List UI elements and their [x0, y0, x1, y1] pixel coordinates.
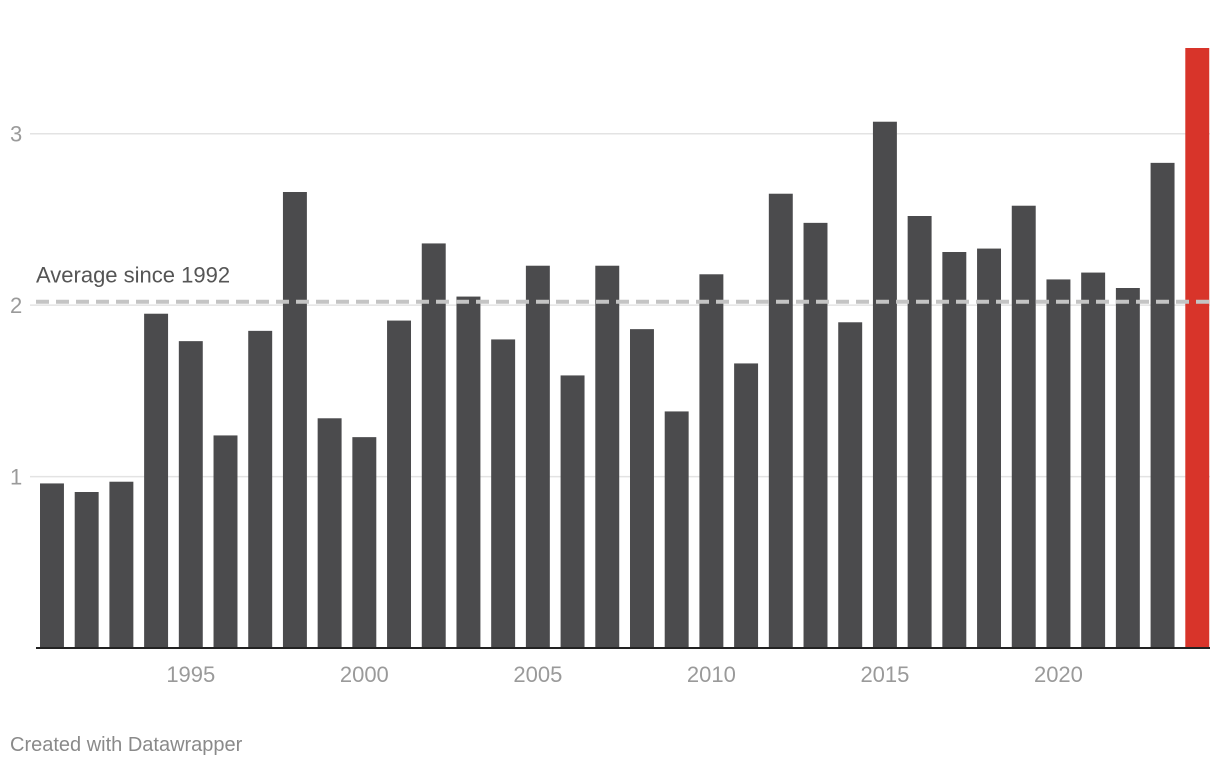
bar-2014: [838, 322, 863, 648]
bar-1998: [282, 192, 307, 648]
bar-2000: [352, 437, 377, 648]
average-label: Average since 1992: [36, 263, 230, 288]
bar-2020: [1046, 279, 1071, 648]
credit-text: Created with Datawrapper: [10, 734, 243, 756]
y-tick-label-2: 2: [10, 293, 22, 318]
y-tick-label-3: 3: [10, 122, 22, 147]
bar-2002: [421, 243, 446, 648]
bar-1995: [178, 341, 203, 648]
x-tick-label-2005: 2005: [513, 662, 562, 687]
bar-2011: [734, 363, 759, 648]
bar-1991: [40, 483, 64, 648]
bar-2023: [1150, 162, 1175, 648]
bar-2013: [803, 222, 828, 648]
bar-2015: [872, 121, 897, 648]
x-tick-label-2015: 2015: [860, 662, 909, 687]
bar-2001: [387, 320, 412, 648]
bar-2006: [560, 375, 585, 648]
x-tick-label-2010: 2010: [687, 662, 736, 687]
bar-2012: [768, 193, 793, 648]
bar-1996: [213, 435, 238, 648]
bar-2019: [1011, 205, 1036, 648]
bar-2022: [1115, 288, 1140, 648]
x-tick-label-2020: 2020: [1034, 662, 1083, 687]
bar-2007: [595, 265, 620, 648]
bar-2021: [1081, 272, 1106, 648]
x-axis-labels: 1995 2000 2005 2010 2015 2020: [166, 662, 1083, 687]
bar-1993: [109, 481, 134, 648]
bar-2018: [977, 248, 1002, 649]
bar-2016: [907, 216, 932, 648]
bar-2009: [664, 411, 689, 648]
y-tick-label-1: 1: [10, 465, 22, 490]
bar-2024: [1185, 48, 1210, 648]
bar-1997: [248, 330, 273, 648]
bar-1994: [144, 313, 169, 648]
x-tick-label-1995: 1995: [166, 662, 215, 687]
bar-2017: [942, 252, 967, 648]
bar-2003: [456, 296, 481, 648]
bar-1992: [74, 492, 99, 648]
bars: [40, 48, 1210, 649]
y-axis-labels: 1 2 3: [10, 122, 22, 490]
bar-2005: [525, 265, 550, 648]
x-tick-label-2000: 2000: [340, 662, 389, 687]
bar-2008: [630, 329, 654, 648]
average-line-group: Average since 1992: [36, 263, 1210, 304]
bar-2004: [491, 339, 516, 648]
bar-2010: [699, 274, 724, 648]
bar-1999: [317, 418, 342, 648]
